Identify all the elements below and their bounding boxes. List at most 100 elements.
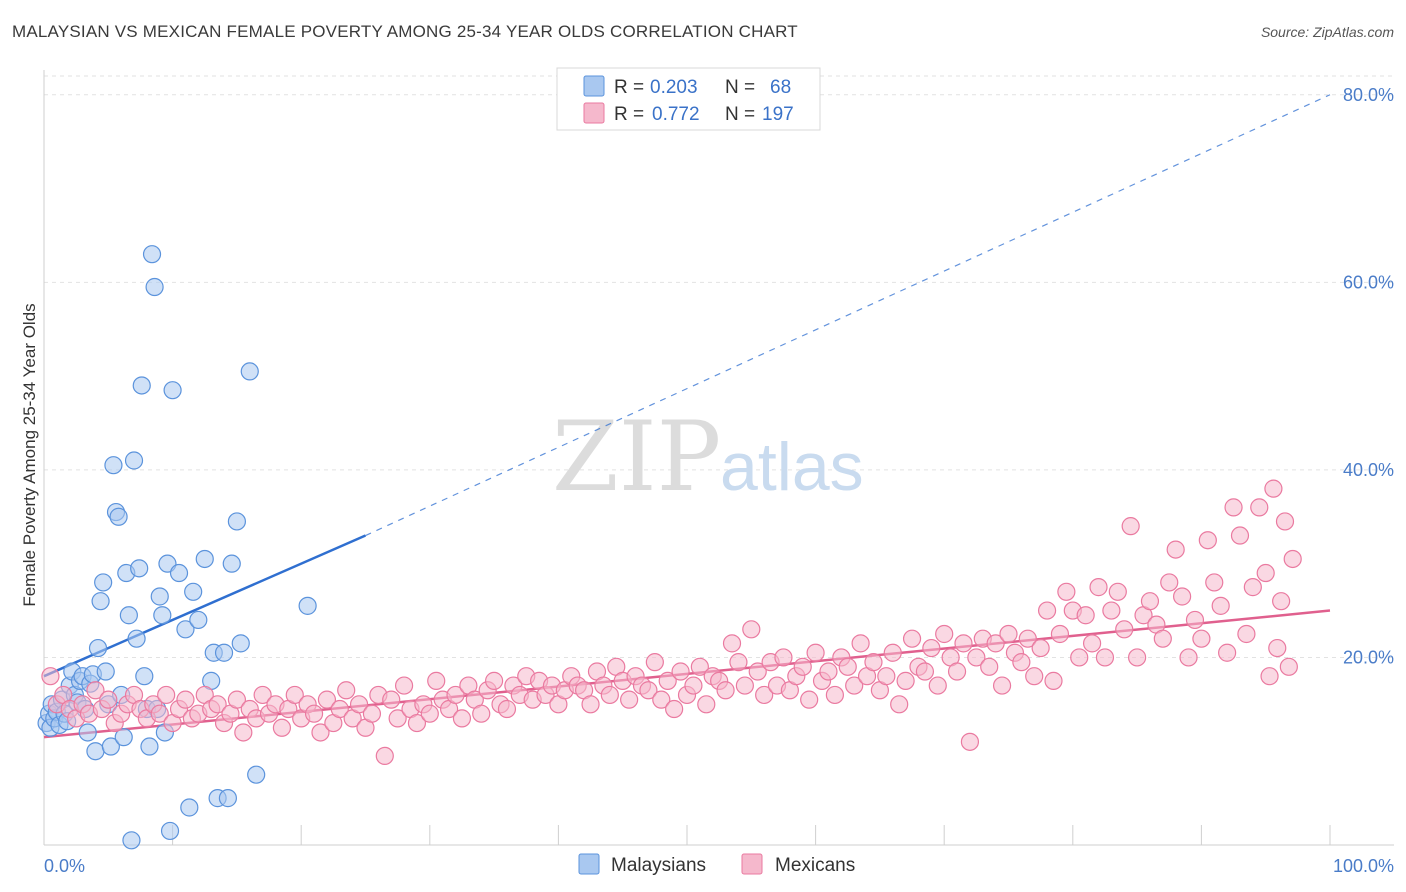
legend-r-label-2: R = [614,104,644,125]
point-mexicans-167 [1115,620,1134,639]
point-mexicans-169 [1127,648,1147,667]
point-malaysians-62 [222,554,241,573]
point-malaysians-34 [122,831,141,850]
point-malaysians-67 [298,596,317,615]
point-malaysians-54 [184,582,203,601]
point-mexicans-144 [967,648,986,667]
point-mexicans-117 [793,657,812,676]
legend-r-value-1: 0.203 [650,77,698,98]
point-malaysians-66 [247,765,266,784]
point-mexicans-134 [902,629,922,648]
point-malaysians-52 [176,620,195,639]
point-malaysians-24 [96,662,115,681]
point-malaysians-60 [214,643,234,662]
point-mexicans-161 [1076,606,1095,625]
point-mexicans-173 [1153,629,1172,648]
point-mexicans-125 [845,676,864,695]
legend-r-label-1: R = [614,77,644,98]
point-malaysians-65 [240,362,259,381]
point-malaysians-27 [104,456,123,475]
point-mexicans-69 [485,671,504,690]
point-mexicans-179 [1192,629,1211,648]
point-mexicans-189 [1256,563,1275,583]
point-mexicans-188 [1250,498,1269,517]
point-mexicans-149 [999,624,1018,644]
point-mexicans-151 [1012,653,1031,672]
point-malaysians-64 [231,634,250,653]
point-mexicans-94 [645,653,664,672]
legend-r-value-2: 0.772 [652,104,700,125]
point-mexicans-193 [1272,592,1291,611]
point-mexicans-114 [774,648,793,667]
point-mexicans-48 [349,695,369,714]
watermark-zip: ZIP [552,401,721,513]
point-mexicans-55 [394,676,414,695]
point-mexicans-95 [652,690,671,709]
point-mexicans-192 [1268,638,1287,658]
point-mexicans-186 [1237,624,1256,644]
point-mexicans-67 [472,704,491,723]
point-mexicans-196 [1283,549,1302,569]
point-mexicans-147 [986,634,1005,653]
point-mexicans-64 [452,709,472,728]
legend-swatch-malaysians [583,75,605,97]
point-mexicans-101 [690,657,709,676]
point-mexicans-137 [922,638,941,658]
point-malaysians-50 [163,381,182,400]
point-malaysians-23 [94,573,113,592]
point-mexicans-182 [1211,596,1230,615]
point-mexicans-139 [935,624,954,644]
point-mexicans-146 [980,657,999,676]
point-malaysians-49 [160,821,180,841]
point-mexicans-60 [427,671,446,690]
point-mexicans-178 [1185,610,1205,630]
point-mexicans-105 [716,681,735,700]
point-mexicans-191 [1264,479,1283,498]
x-tick-marks [43,825,1331,845]
point-malaysians-17 [78,723,97,742]
point-mexicans-148 [992,676,1012,695]
point-mexicans-177 [1179,648,1198,667]
x-tick-label-100: 100.0% [1333,856,1394,876]
point-mexicans-166 [1108,582,1127,601]
point-mexicans-155 [1037,601,1057,620]
point-mexicans-109 [742,620,761,639]
point-mexicans-171 [1140,592,1160,611]
series-mexicans [41,479,1302,766]
point-mexicans-130 [877,667,896,686]
point-mexicans-93 [639,681,658,700]
legend-n-label-1: N = [725,77,755,98]
point-mexicans-54 [388,709,407,728]
y-axis-label: Female Poverty Among 25-34 Year Olds [20,303,39,606]
point-mexicans-0 [41,667,60,686]
point-mexicans-165 [1102,601,1121,620]
point-mexicans-174 [1160,573,1179,592]
point-mexicans-57 [407,713,427,733]
point-mexicans-185 [1230,526,1250,545]
point-malaysians-41 [140,737,159,756]
point-mexicans-180 [1198,531,1217,550]
point-mexicans-133 [896,671,915,690]
point-mexicans-128 [864,653,883,672]
point-mexicans-17 [150,704,169,723]
point-mexicans-7 [86,681,105,700]
data-points [37,245,1302,850]
point-mexicans-108 [735,676,754,695]
legend-n-label-2: N = [725,104,755,125]
point-mexicans-187 [1243,578,1262,597]
point-malaysians-63 [227,512,246,531]
point-mexicans-132 [890,695,909,714]
point-malaysians-38 [132,376,151,395]
y-tick-label-80: 80.0% [1343,85,1394,105]
point-mexicans-156 [1044,671,1063,690]
point-mexicans-59 [420,704,439,723]
point-mexicans-158 [1057,582,1076,601]
point-mexicans-33 [253,685,272,705]
bottom-legend: Malaysians Mexicans [578,853,855,876]
point-mexicans-183 [1218,643,1237,662]
watermark-atlas: atlas [720,429,864,505]
point-mexicans-9 [99,690,118,709]
point-mexicans-162 [1082,634,1102,653]
point-mexicans-90 [620,690,639,709]
